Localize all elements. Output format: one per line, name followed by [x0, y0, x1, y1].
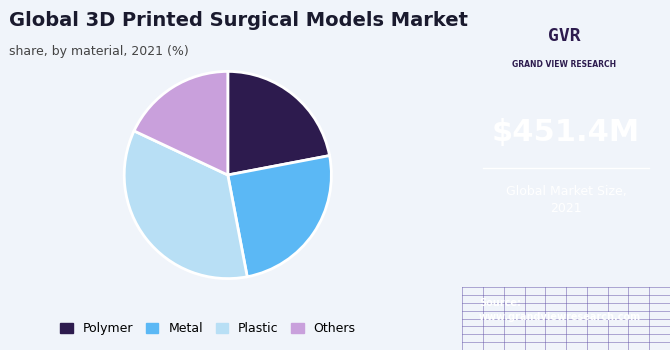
Text: Source:
www.grandviewresearch.com: Source: www.grandviewresearch.com [479, 298, 641, 322]
Text: $451.4M: $451.4M [492, 119, 641, 147]
Wedge shape [228, 71, 330, 175]
Text: Global 3D Printed Surgical Models Market: Global 3D Printed Surgical Models Market [9, 10, 468, 29]
Text: GVR: GVR [548, 27, 581, 45]
Text: GRAND VIEW RESEARCH: GRAND VIEW RESEARCH [513, 60, 616, 69]
Wedge shape [124, 131, 247, 279]
Text: Global Market Size,
2021: Global Market Size, 2021 [506, 184, 626, 215]
Text: share, by material, 2021 (%): share, by material, 2021 (%) [9, 46, 189, 58]
Wedge shape [228, 156, 332, 277]
Legend: Polymer, Metal, Plastic, Others: Polymer, Metal, Plastic, Others [56, 317, 360, 340]
Wedge shape [134, 71, 228, 175]
